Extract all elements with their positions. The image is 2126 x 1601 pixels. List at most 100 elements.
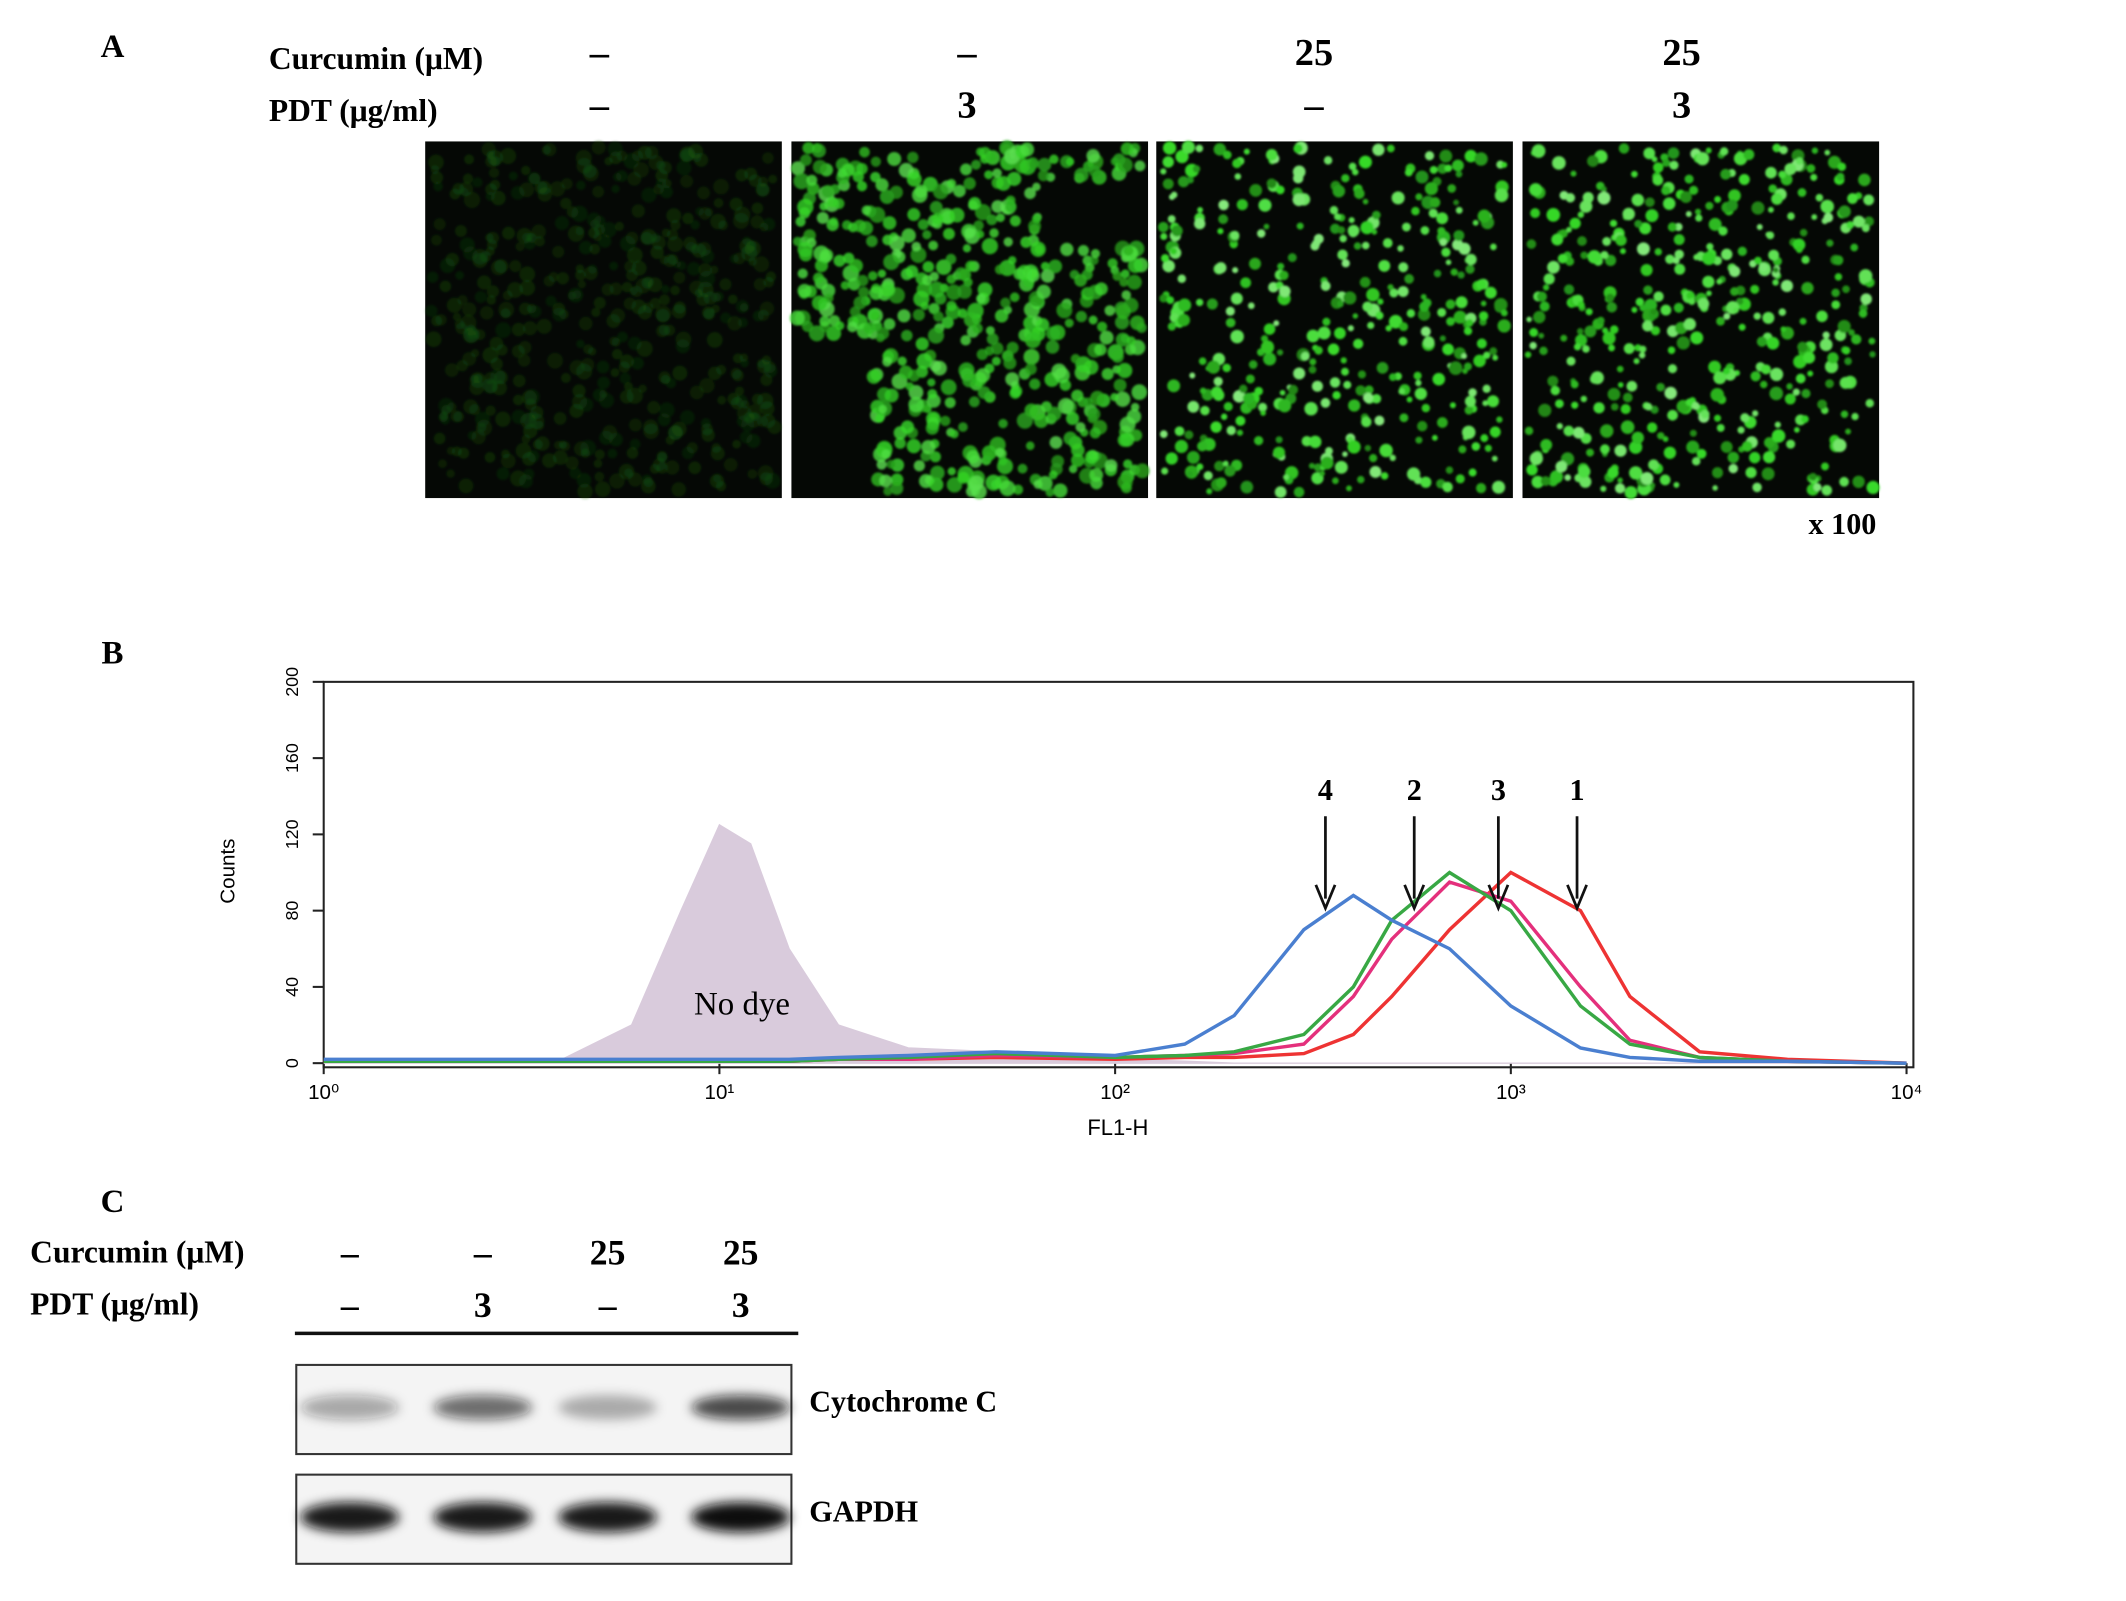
cell <box>1020 142 1035 157</box>
cell <box>1478 311 1489 321</box>
cell <box>1258 402 1268 412</box>
cell <box>1799 317 1807 325</box>
cell <box>1653 291 1664 302</box>
condition-value: 3 <box>957 84 976 126</box>
cell <box>633 161 650 178</box>
cell <box>1371 393 1382 404</box>
cell <box>941 316 954 329</box>
cell <box>1736 297 1744 305</box>
x-axis-label: FL1-H <box>1087 1115 1148 1140</box>
cell <box>912 308 925 321</box>
cell <box>940 415 951 427</box>
cell <box>1249 183 1263 197</box>
cell <box>908 396 924 413</box>
cell <box>905 265 919 278</box>
cell <box>870 171 881 183</box>
cell <box>1413 371 1422 380</box>
cell <box>576 472 592 488</box>
cell <box>1160 168 1167 175</box>
cell <box>751 393 764 405</box>
cell <box>496 344 508 356</box>
cell <box>727 392 740 406</box>
cell <box>1071 389 1084 402</box>
cell <box>1025 441 1035 451</box>
cell <box>484 379 498 394</box>
cell <box>710 213 726 230</box>
cell <box>1048 259 1063 274</box>
cell <box>1420 326 1431 337</box>
x-tick-label: 10¹ <box>705 1081 735 1104</box>
cell <box>1473 354 1486 368</box>
cell <box>1760 364 1771 375</box>
cell <box>833 254 846 267</box>
cell <box>1258 198 1272 212</box>
cell <box>1555 460 1568 473</box>
cell <box>747 469 758 479</box>
cell <box>1806 164 1816 173</box>
cell <box>1490 243 1497 251</box>
cell <box>806 174 818 186</box>
cell <box>1174 426 1185 437</box>
cell <box>889 185 903 199</box>
cell <box>439 257 456 274</box>
cell <box>1161 467 1169 475</box>
cell <box>1096 321 1108 332</box>
cell <box>1064 318 1074 328</box>
cell <box>1177 313 1191 327</box>
cell <box>1500 309 1508 317</box>
cell <box>1352 313 1359 319</box>
cell <box>1844 357 1852 366</box>
cell <box>1669 160 1679 170</box>
cell <box>1529 341 1537 350</box>
cell <box>1220 413 1228 420</box>
cell <box>1633 358 1640 365</box>
cell <box>906 171 922 187</box>
cell <box>901 329 913 342</box>
cell <box>1629 466 1643 480</box>
cell <box>642 474 652 485</box>
cell <box>460 314 477 332</box>
cell <box>484 452 496 463</box>
cell <box>1309 358 1317 366</box>
cell <box>659 294 670 306</box>
cell <box>491 190 506 206</box>
cell <box>1689 429 1697 437</box>
cell <box>1771 429 1786 443</box>
cell <box>826 218 839 232</box>
cell <box>1342 451 1348 457</box>
cell <box>1048 470 1058 480</box>
cell <box>1586 448 1595 457</box>
cell <box>1367 321 1375 330</box>
cell <box>928 281 945 298</box>
cell <box>1580 395 1588 403</box>
cell <box>1199 387 1207 395</box>
cell <box>1644 197 1655 208</box>
cell <box>1206 488 1213 495</box>
cell <box>617 331 628 343</box>
cell <box>1260 340 1275 354</box>
cell <box>1573 343 1582 351</box>
cell <box>739 430 753 444</box>
cell <box>994 309 1009 323</box>
cell <box>1552 156 1566 170</box>
band <box>433 1395 533 1420</box>
cell <box>528 305 542 319</box>
cell <box>1353 338 1364 349</box>
cell <box>1070 353 1081 364</box>
cell <box>732 353 743 364</box>
cell <box>1738 174 1750 186</box>
cell <box>1274 486 1287 498</box>
arrow-label: 3 <box>1491 773 1506 807</box>
cell <box>879 281 895 297</box>
cell <box>1362 301 1373 312</box>
cell <box>1577 465 1591 478</box>
cell <box>1195 144 1204 153</box>
cell <box>789 310 805 326</box>
cell <box>1461 353 1467 359</box>
cell <box>1614 483 1626 494</box>
cell <box>915 337 929 351</box>
cell <box>1801 388 1811 399</box>
cell <box>1437 163 1448 174</box>
fluorescence-image <box>789 140 1150 500</box>
cell <box>946 274 957 285</box>
